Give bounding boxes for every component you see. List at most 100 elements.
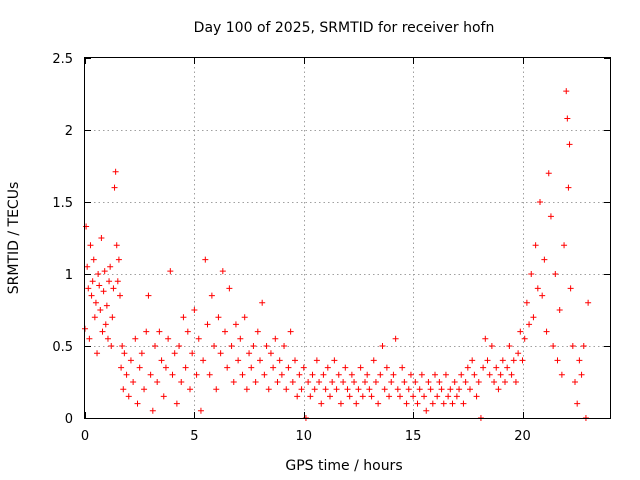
data-point: [464, 364, 471, 371]
data-point: [213, 386, 220, 393]
data-point: [149, 407, 156, 414]
data-point: [289, 379, 296, 385]
data-point: [180, 314, 187, 321]
data-point: [340, 379, 347, 385]
data-point: [106, 278, 113, 285]
data-point: [226, 285, 233, 292]
data-point: [162, 364, 169, 371]
data-point: [267, 350, 274, 357]
data-point: [521, 335, 528, 342]
data-point: [158, 357, 165, 364]
data-point: [193, 371, 200, 378]
data-point: [232, 321, 239, 328]
data-point: [438, 386, 445, 393]
data-point: [111, 184, 118, 191]
data-point: [421, 393, 428, 400]
data-point: [372, 379, 379, 385]
data-point: [566, 141, 573, 148]
data-point: [92, 299, 99, 306]
data-point: [202, 256, 209, 263]
data-point: [125, 393, 132, 400]
data-point: [451, 379, 458, 385]
data-point: [359, 393, 366, 400]
data-point: [491, 379, 498, 385]
data-point: [113, 242, 120, 249]
data-point: [241, 314, 248, 321]
data-point: [235, 357, 242, 364]
data-point: [572, 379, 578, 385]
y-tick-label: 2: [65, 124, 73, 139]
data-point: [281, 343, 288, 349]
data-point: [83, 223, 90, 230]
data-point: [246, 350, 253, 357]
data-point: [107, 263, 114, 270]
data-point: [265, 386, 272, 393]
data-point: [429, 400, 436, 407]
data-point: [397, 393, 403, 400]
data-point: [100, 288, 107, 295]
data-point: [545, 170, 552, 177]
data-point: [453, 393, 460, 400]
data-point: [95, 271, 102, 277]
data-point: [462, 379, 469, 385]
data-point: [222, 328, 228, 335]
data-point: [510, 357, 517, 364]
data-point: [526, 321, 533, 328]
data-point: [475, 379, 482, 385]
data-point: [169, 371, 176, 378]
data-point: [99, 328, 106, 335]
data-point: [318, 400, 325, 407]
data-point: [375, 400, 382, 407]
data-point: [445, 393, 452, 400]
data-point: [502, 379, 508, 385]
data-point: [248, 364, 255, 371]
data-point: [278, 371, 285, 378]
data-point: [467, 386, 473, 393]
data-point: [84, 263, 91, 270]
data-point: [473, 393, 480, 400]
data-point: [138, 350, 145, 357]
data-point: [324, 364, 331, 371]
data-point: [440, 400, 447, 407]
data-point: [178, 379, 185, 385]
data-point: [539, 292, 546, 299]
data-point: [368, 393, 375, 400]
data-point: [543, 328, 550, 335]
data-point: [530, 314, 537, 321]
data-point: [425, 379, 432, 385]
data-point: [399, 364, 406, 371]
data-point: [127, 357, 134, 364]
data-point: [436, 379, 443, 385]
data-point: [91, 314, 98, 321]
data-point: [346, 393, 353, 400]
data-point: [423, 407, 430, 414]
data-point: [381, 386, 388, 393]
data-point: [534, 285, 541, 292]
data-point: [86, 335, 93, 342]
data-point: [294, 393, 301, 400]
data-point: [322, 386, 329, 393]
data-point: [495, 386, 502, 393]
data-point: [118, 364, 125, 371]
data-point: [567, 285, 574, 292]
data-point: [499, 357, 506, 364]
data-point: [515, 350, 522, 357]
data-point: [532, 242, 539, 249]
data-point: [370, 357, 377, 364]
data-point: [309, 371, 316, 378]
data-point: [98, 235, 105, 241]
data-point: [230, 379, 237, 385]
data-point: [401, 379, 408, 385]
y-axis-label: SRMTID / TECUs: [6, 182, 22, 295]
data-point: [388, 379, 395, 385]
data-point: [176, 343, 183, 349]
data-point: [108, 343, 115, 349]
data-point: [189, 350, 196, 357]
y-tick-labels: 0 0.5 1 1.5 2 2.5: [52, 52, 73, 427]
data-point: [333, 386, 340, 393]
data-point: [517, 328, 524, 335]
data-point: [337, 400, 344, 407]
data-point: [550, 343, 557, 349]
data-point: [156, 328, 163, 335]
